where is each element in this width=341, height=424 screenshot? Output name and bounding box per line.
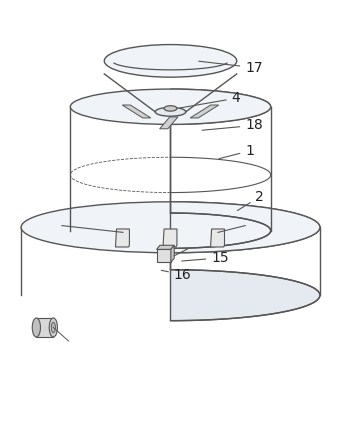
- Polygon shape: [36, 318, 53, 337]
- Ellipse shape: [32, 318, 41, 337]
- Polygon shape: [163, 229, 177, 247]
- Polygon shape: [170, 202, 320, 321]
- Polygon shape: [157, 249, 171, 262]
- Text: 2: 2: [237, 190, 264, 211]
- Text: 1: 1: [219, 144, 254, 159]
- Polygon shape: [122, 105, 151, 118]
- Ellipse shape: [49, 318, 57, 337]
- Ellipse shape: [104, 45, 237, 77]
- Ellipse shape: [21, 202, 320, 253]
- Polygon shape: [160, 117, 178, 129]
- Polygon shape: [171, 245, 174, 262]
- Ellipse shape: [164, 106, 177, 111]
- Polygon shape: [170, 89, 271, 248]
- Text: 15: 15: [182, 251, 229, 265]
- Text: 16: 16: [161, 268, 192, 282]
- Ellipse shape: [70, 89, 271, 124]
- Ellipse shape: [51, 322, 55, 333]
- Polygon shape: [116, 229, 129, 247]
- Polygon shape: [190, 105, 219, 118]
- Ellipse shape: [155, 107, 186, 116]
- Text: 17: 17: [199, 61, 263, 75]
- Polygon shape: [157, 245, 174, 249]
- Text: 18: 18: [202, 118, 263, 132]
- Polygon shape: [211, 229, 224, 247]
- Text: 4: 4: [180, 91, 240, 108]
